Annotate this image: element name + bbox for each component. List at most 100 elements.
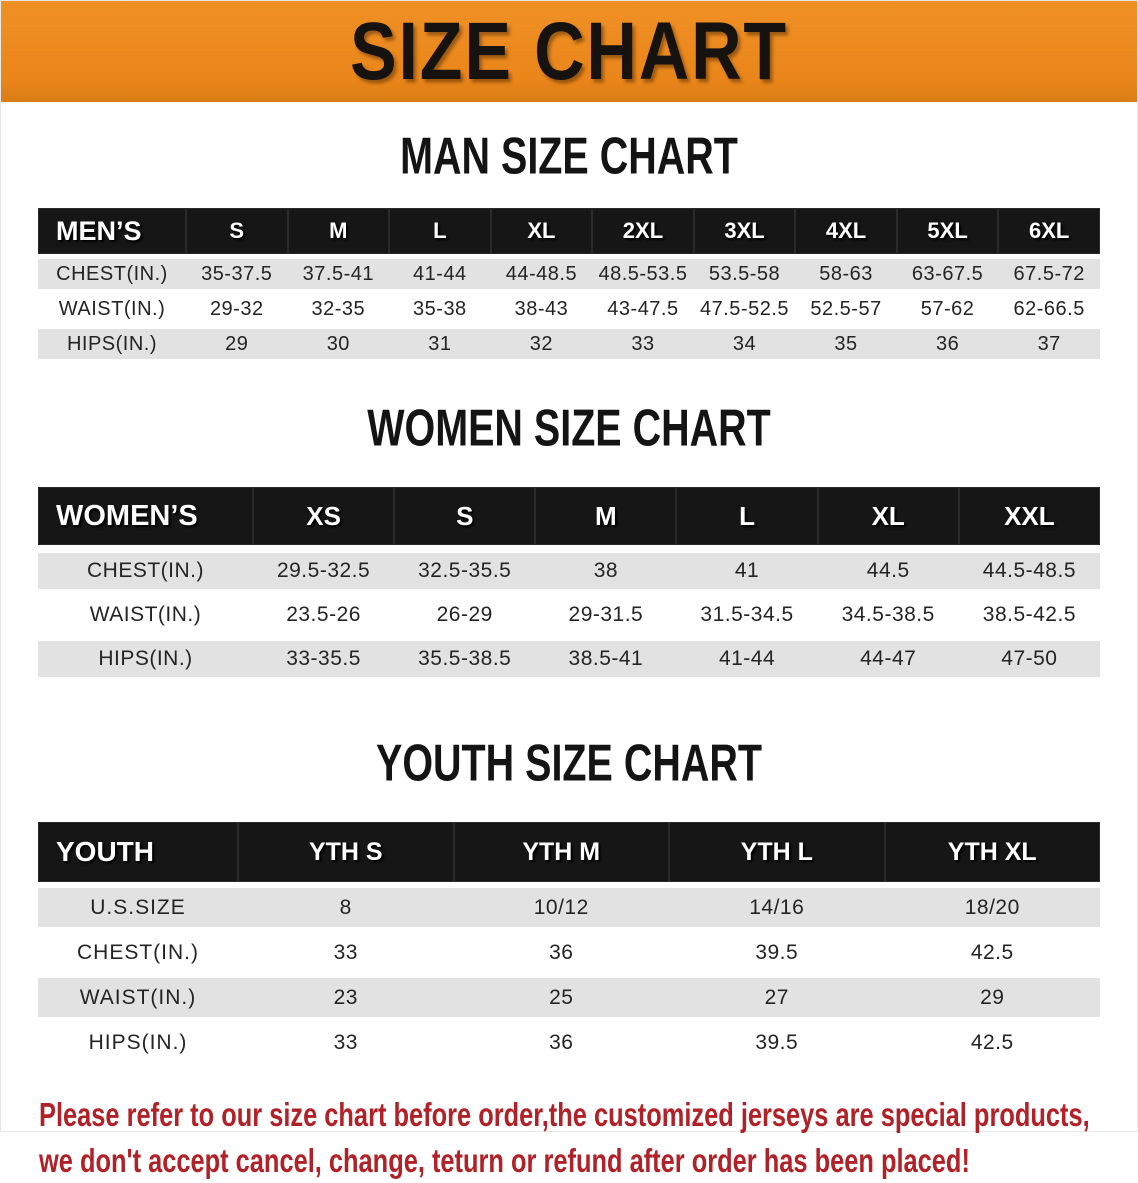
size-column-header: 5XL xyxy=(896,208,999,254)
measurement-row: HIPS(IN.) 33-35.5 35.5-38.5 38.5-41 41-44 44-… xyxy=(38,641,1100,677)
measurement-value: 63-67.5 xyxy=(896,259,999,289)
measurement-value: 33 xyxy=(238,933,454,972)
measurement-value: 41 xyxy=(676,553,818,589)
measurement-value: 31 xyxy=(389,329,491,359)
measurement-row: U.S.SIZE 8 10/12 14/16 18/20 xyxy=(38,888,1100,927)
table-group-label: YOUTH xyxy=(38,822,238,882)
table-header-row: YOUTH YTH S YTH M YTH L YTH XL xyxy=(38,822,1100,882)
measurement-value: 33-35.5 xyxy=(253,641,395,677)
disclaimer-line-2: we don't accept cancel, change, teturn o… xyxy=(39,1141,970,1179)
measurement-value: 44-47 xyxy=(817,641,959,677)
measurement-value: 27 xyxy=(669,978,885,1017)
measurement-value: 26-29 xyxy=(394,597,536,633)
measurement-value: 29-31.5 xyxy=(535,597,677,633)
size-column-header: 6XL xyxy=(998,208,1100,254)
page-title: SIZE CHART xyxy=(350,5,788,98)
measurement-value: 31.5-34.5 xyxy=(676,597,818,633)
measurement-value: 38.5-42.5 xyxy=(958,597,1100,633)
size-column-header: M xyxy=(287,208,390,254)
measurement-value: 23.5-26 xyxy=(253,597,395,633)
measurement-value: 38-43 xyxy=(490,294,593,324)
measurement-value: 33 xyxy=(238,1023,454,1062)
measurement-value: 29 xyxy=(884,978,1100,1017)
measurement-row-label: HIPS(IN.) xyxy=(38,329,186,359)
measurement-value: 34.5-38.5 xyxy=(817,597,959,633)
measurement-row-label: CHEST(IN.) xyxy=(38,259,186,289)
measurement-row: CHEST(IN.) 29.5-32.5 32.5-35.5 38 41 44.5 44.5… xyxy=(38,553,1100,589)
measurement-value: 39.5 xyxy=(669,1023,885,1062)
measurement-row-label: CHEST(IN.) xyxy=(38,933,238,972)
measurement-value: 39.5 xyxy=(669,933,885,972)
measurement-row: WAIST(IN.) 29-32 32-35 35-38 38-43 43-47.5 47.… xyxy=(38,294,1100,324)
measurement-row-label: HIPS(IN.) xyxy=(38,1023,238,1062)
size-column-header: XL xyxy=(817,487,959,545)
size-column-header: L xyxy=(389,208,491,254)
measurement-value: 36 xyxy=(453,1023,669,1062)
table-group-label: WOMEN’S xyxy=(38,487,253,545)
size-column-header: S xyxy=(394,487,536,545)
measurement-value: 18/20 xyxy=(884,888,1100,927)
measurement-value: 57-62 xyxy=(896,294,999,324)
measurement-value: 42.5 xyxy=(884,933,1100,972)
measurement-value: 41-44 xyxy=(389,259,491,289)
measurement-value: 8 xyxy=(238,888,454,927)
measurement-value: 35 xyxy=(795,329,897,359)
measurement-row: HIPS(IN.) 33 36 39.5 42.5 xyxy=(38,1023,1100,1062)
size-column-header: YTH L xyxy=(669,822,885,882)
size-column-header: YTH M xyxy=(453,822,669,882)
table-header-row: WOMEN’S XS S M L XL XXL xyxy=(38,487,1100,545)
measurement-row-label: HIPS(IN.) xyxy=(38,641,253,677)
measurement-value: 32 xyxy=(490,329,593,359)
measurement-value: 47.5-52.5 xyxy=(693,294,796,324)
measurement-value: 35-37.5 xyxy=(186,259,288,289)
measurement-row: WAIST(IN.) 23.5-26 26-29 29-31.5 31.5-34.5 34… xyxy=(38,597,1100,633)
measurement-value: 30 xyxy=(287,329,390,359)
measurement-value: 41-44 xyxy=(676,641,818,677)
measurement-value: 14/16 xyxy=(669,888,885,927)
measurement-value: 38 xyxy=(535,553,677,589)
size-column-header: XXL xyxy=(958,487,1100,545)
size-chart-banner: SIZE CHART xyxy=(1,1,1137,102)
measurement-row-label: U.S.SIZE xyxy=(38,888,238,927)
measurement-value: 36 xyxy=(896,329,999,359)
measurement-value: 44.5 xyxy=(817,553,959,589)
measurement-value: 38.5-41 xyxy=(535,641,677,677)
size-column-header: 3XL xyxy=(693,208,796,254)
measurement-row: CHEST(IN.) 33 36 39.5 42.5 xyxy=(38,933,1100,972)
measurement-value: 34 xyxy=(693,329,796,359)
size-column-header: M xyxy=(535,487,677,545)
measurement-row: WAIST(IN.) 23 25 27 29 xyxy=(38,978,1100,1017)
disclaimer: Please refer to our size chart before or… xyxy=(39,1092,1137,1183)
size-column-header: 4XL xyxy=(795,208,897,254)
measurement-value: 43-47.5 xyxy=(592,294,694,324)
men-size-table: MEN’S S M L XL 2XL 3XL 4XL 5XL 6XL CHEST(IN.) 35-3… xyxy=(38,203,1100,364)
size-column-header: L xyxy=(676,487,818,545)
measurement-value: 48.5-53.5 xyxy=(592,259,694,289)
size-column-header: XL xyxy=(490,208,593,254)
size-column-header: YTH XL xyxy=(884,822,1100,882)
measurement-value: 35-38 xyxy=(389,294,491,324)
youth-section-heading: YOUTH SIZE CHART xyxy=(375,733,763,792)
women-size-section: WOMEN SIZE CHART WOMEN’S XS S M L XL XXL CHEST… xyxy=(1,398,1137,685)
women-size-table: WOMEN’S XS S M L XL XXL CHEST(IN.) 29.5-32.5 32.… xyxy=(38,479,1100,685)
size-column-header: XS xyxy=(253,487,395,545)
measurement-value: 23 xyxy=(238,978,454,1017)
measurement-row-label: CHEST(IN.) xyxy=(38,553,253,589)
measurement-value: 58-63 xyxy=(795,259,897,289)
measurement-value: 32.5-35.5 xyxy=(394,553,536,589)
measurement-value: 37 xyxy=(998,329,1100,359)
men-size-section: MAN SIZE CHART MEN’S S M L XL 2XL 3XL 4XL 5XL 6XL… xyxy=(1,126,1137,364)
measurement-value: 33 xyxy=(592,329,694,359)
youth-size-table: YOUTH YTH S YTH M YTH L YTH XL U.S.SIZE 8 10/1… xyxy=(38,816,1100,1068)
measurement-value: 35.5-38.5 xyxy=(394,641,536,677)
measurement-value: 62-66.5 xyxy=(998,294,1100,324)
measurement-value: 47-50 xyxy=(958,641,1100,677)
measurement-row-label: WAIST(IN.) xyxy=(38,978,238,1017)
measurement-value: 44-48.5 xyxy=(490,259,593,289)
measurement-row-label: WAIST(IN.) xyxy=(38,294,186,324)
size-column-header: 2XL xyxy=(592,208,694,254)
measurement-value: 37.5-41 xyxy=(287,259,390,289)
disclaimer-line-1: Please refer to our size chart before or… xyxy=(39,1096,1090,1133)
measurement-value: 10/12 xyxy=(453,888,669,927)
measurement-value: 44.5-48.5 xyxy=(958,553,1100,589)
